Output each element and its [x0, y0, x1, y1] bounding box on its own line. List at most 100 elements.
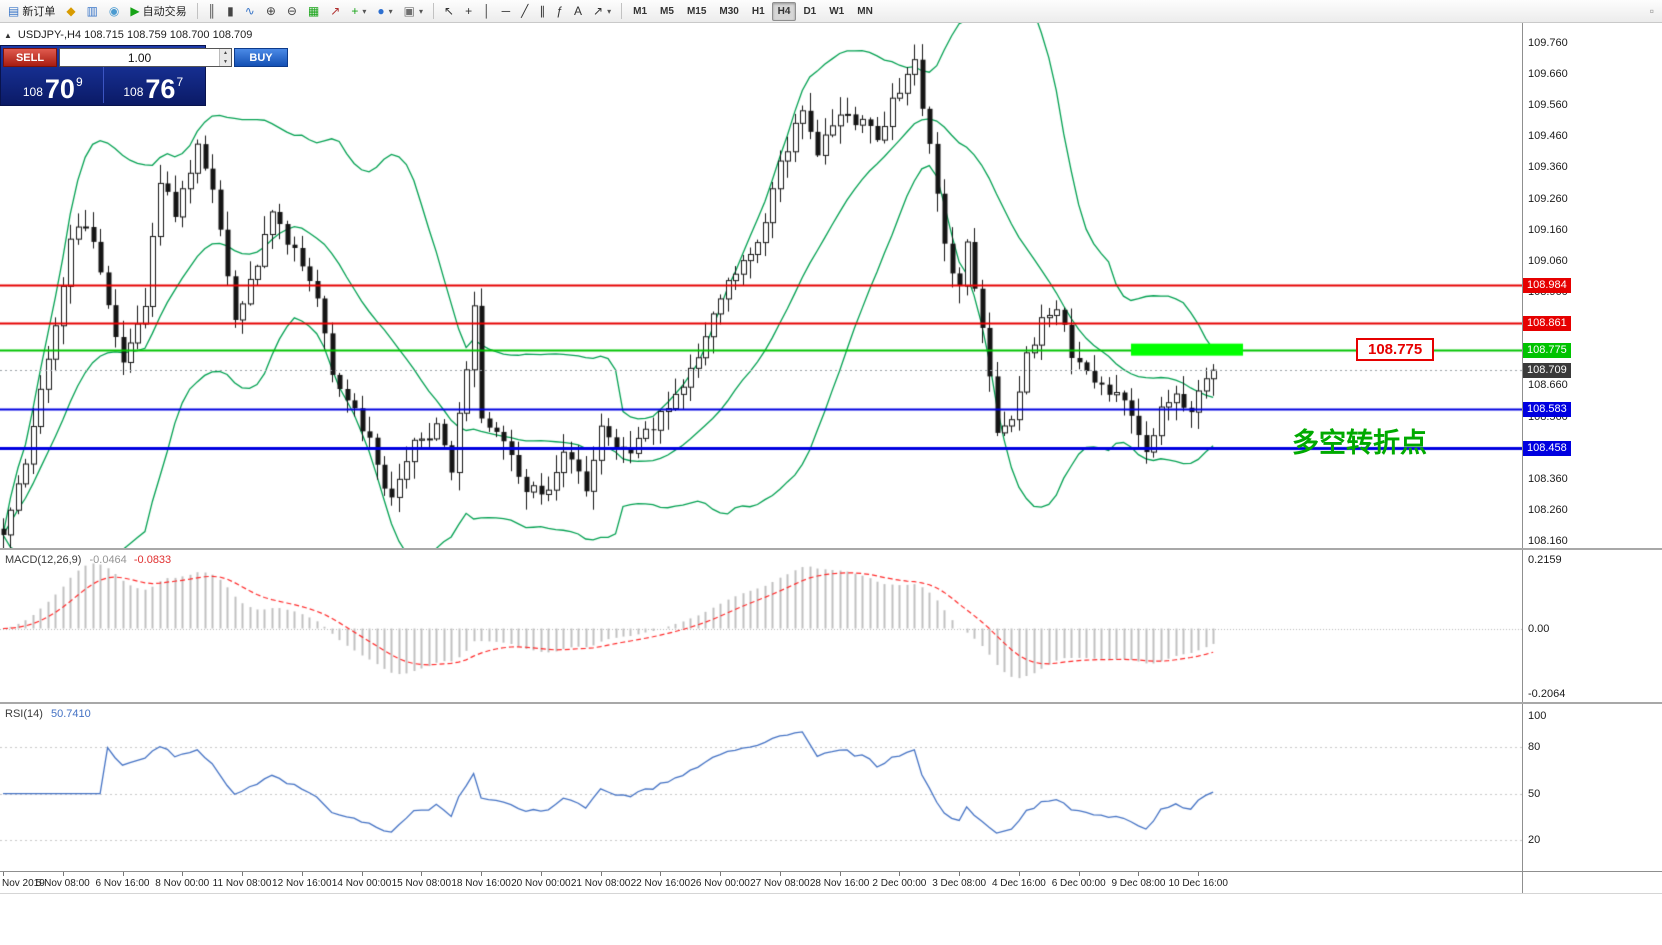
- zoom-in-icon: ⊕: [265, 4, 276, 18]
- timeframe-button-m15[interactable]: M15: [686, 5, 707, 17]
- trendline-button[interactable]: ╱: [516, 1, 533, 22]
- time-tick: [63, 872, 64, 876]
- arrows-button[interactable]: ↗ ▾: [588, 1, 616, 22]
- toolbar-separator: [433, 3, 435, 19]
- timeframe-button-h4[interactable]: H4: [771, 1, 797, 21]
- price-tick-label: 108.660: [1528, 379, 1568, 392]
- trendline-icon: ╱: [521, 4, 529, 18]
- rsi-tick-label: 80: [1528, 741, 1541, 754]
- data-window-icon: ◉: [108, 4, 120, 18]
- price-tick-label: 109.060: [1528, 254, 1568, 267]
- volume-input[interactable]: [60, 49, 219, 66]
- one-click-trading-panel: SELL ▲ ▼ BUY 108 70 9 108: [0, 45, 288, 106]
- time-tick: [601, 872, 602, 876]
- price-tick-label: 108.160: [1528, 535, 1568, 548]
- period-button[interactable]: ● ▾: [372, 1, 397, 22]
- level-price-tag[interactable]: 108.458: [1523, 441, 1571, 457]
- time-tick-label: 18 Nov 16:00: [451, 878, 511, 889]
- new-order-button[interactable]: ▤ 新订单: [3, 1, 60, 22]
- time-tick: [541, 872, 542, 876]
- tile-windows-button[interactable]: ▦: [303, 1, 324, 22]
- chevron-down-icon: ▾: [362, 6, 367, 16]
- buy-button[interactable]: BUY: [234, 48, 288, 67]
- candlestick-chart-button[interactable]: ▮: [222, 1, 239, 22]
- add-indicator-button[interactable]: + ▾: [346, 1, 371, 22]
- sell-price-display[interactable]: 108 70 9: [3, 67, 103, 103]
- timeframe-button-m30[interactable]: M30: [719, 5, 739, 17]
- template-button[interactable]: ▣ ▾: [399, 1, 428, 22]
- time-tick: [362, 872, 363, 876]
- rsi-value: 50.7410: [50, 708, 91, 720]
- price-callout[interactable]: 108.775: [1356, 337, 1435, 361]
- time-tick-label: 8 Nov 00:00: [155, 878, 210, 889]
- profiles-button[interactable]: ◆: [61, 1, 80, 22]
- time-tick: [302, 872, 303, 876]
- price-chart-canvas[interactable]: [0, 23, 1522, 548]
- arrows-icon: ↗: [593, 4, 604, 18]
- auto-trading-button-label: 自动交易: [142, 6, 187, 18]
- timeframe-button-mn[interactable]: MN: [857, 5, 873, 17]
- market-watch-icon: ▥: [86, 4, 98, 18]
- price-tick-label: 109.360: [1528, 161, 1568, 174]
- time-tick: [1198, 872, 1199, 876]
- chart-window-button[interactable]: ▫: [1645, 1, 1659, 22]
- line-chart-button[interactable]: ∿: [240, 1, 260, 22]
- rsi-label: RSI(14) 50.7410: [5, 708, 91, 720]
- indicators-button[interactable]: ↗: [325, 1, 345, 22]
- market-watch-button[interactable]: ▥: [82, 1, 103, 22]
- macd-tick-label: -0.2064: [1528, 688, 1566, 700]
- level-price-tag[interactable]: 108.984: [1523, 277, 1571, 293]
- time-axis[interactable]: Nov 2019 5 Nov 08:00 6 Nov 16:00 8 Nov 00:0…: [0, 872, 1662, 894]
- text-button[interactable]: A: [569, 1, 587, 22]
- rsi-axis[interactable]: 100 80 50 20: [1522, 704, 1662, 871]
- volume-increase-button[interactable]: ▲: [220, 49, 231, 58]
- auto-trading-button[interactable]: ▶ 自动交易: [125, 1, 191, 22]
- macd-tick-label: 0.2159: [1528, 553, 1562, 566]
- rsi-canvas[interactable]: [0, 704, 1522, 871]
- chevron-down-icon: ▾: [607, 6, 612, 16]
- buy-price-display[interactable]: 108 76 7: [102, 67, 204, 103]
- time-tick-label: 21 Nov 08:00: [570, 878, 631, 889]
- new-order-icon: ▤: [8, 4, 20, 18]
- time-tick: [959, 872, 960, 876]
- time-tick-label: 9 Dec 08:00: [1111, 878, 1166, 889]
- buy-price-main: 108: [123, 85, 144, 99]
- volume-decrease-button[interactable]: ▼: [220, 57, 231, 66]
- horizontal-line-button[interactable]: ─: [497, 1, 516, 22]
- timeframe-button-w1[interactable]: W1: [829, 5, 845, 17]
- time-tick-label: Nov 2019: [2, 878, 45, 889]
- time-tick: [182, 872, 183, 876]
- timeframe-button-h1[interactable]: H1: [751, 5, 765, 17]
- zoom-in-button[interactable]: ⊕: [261, 1, 281, 22]
- timeframe-button-d1[interactable]: D1: [803, 5, 817, 17]
- macd-axis[interactable]: 0.2159 0.00 -0.2064: [1522, 550, 1662, 702]
- channel-icon: ∥: [539, 4, 546, 18]
- channel-button[interactable]: ∥: [534, 1, 550, 22]
- time-tick: [780, 872, 781, 876]
- time-tick: [660, 872, 661, 876]
- crosshair-button[interactable]: +: [460, 1, 477, 22]
- timeframe-button-m1[interactable]: M1: [633, 5, 648, 17]
- level-price-tag[interactable]: 108.861: [1523, 315, 1571, 331]
- bottom-filler: [0, 894, 1662, 945]
- collapse-trade-panel-icon[interactable]: ▲: [4, 30, 12, 40]
- horizontal-line-icon: ─: [501, 4, 511, 18]
- macd-panel: 0.2159 0.00 -0.2064 MACD(12,26,9) -0.0464 …: [0, 550, 1662, 704]
- sell-button[interactable]: SELL: [3, 48, 57, 67]
- fibonacci-button[interactable]: ƒ: [551, 1, 568, 22]
- time-tick-label: 26 Nov 00:00: [690, 878, 750, 889]
- data-window-button[interactable]: ◉: [104, 1, 124, 22]
- time-tick-label: 6 Dec 00:00: [1051, 878, 1106, 889]
- zoom-out-button[interactable]: ⊖: [282, 1, 302, 22]
- macd-canvas[interactable]: [0, 550, 1522, 702]
- indicators-icon: ↗: [330, 4, 341, 18]
- plus-icon: +: [351, 4, 359, 18]
- timeframe-button-m5[interactable]: M5: [660, 5, 674, 17]
- level-price-tag[interactable]: 108.583: [1523, 402, 1571, 418]
- rsi-tick-label: 20: [1528, 834, 1541, 847]
- vertical-line-button[interactable]: │: [478, 1, 496, 22]
- level-price-tag[interactable]: 108.775: [1523, 342, 1571, 358]
- price-axis[interactable]: 109.760 109.660 109.560 109.460 109.360 109.2…: [1522, 23, 1662, 548]
- cursor-button[interactable]: ↖: [439, 1, 459, 22]
- bar-chart-button[interactable]: ║: [203, 1, 222, 22]
